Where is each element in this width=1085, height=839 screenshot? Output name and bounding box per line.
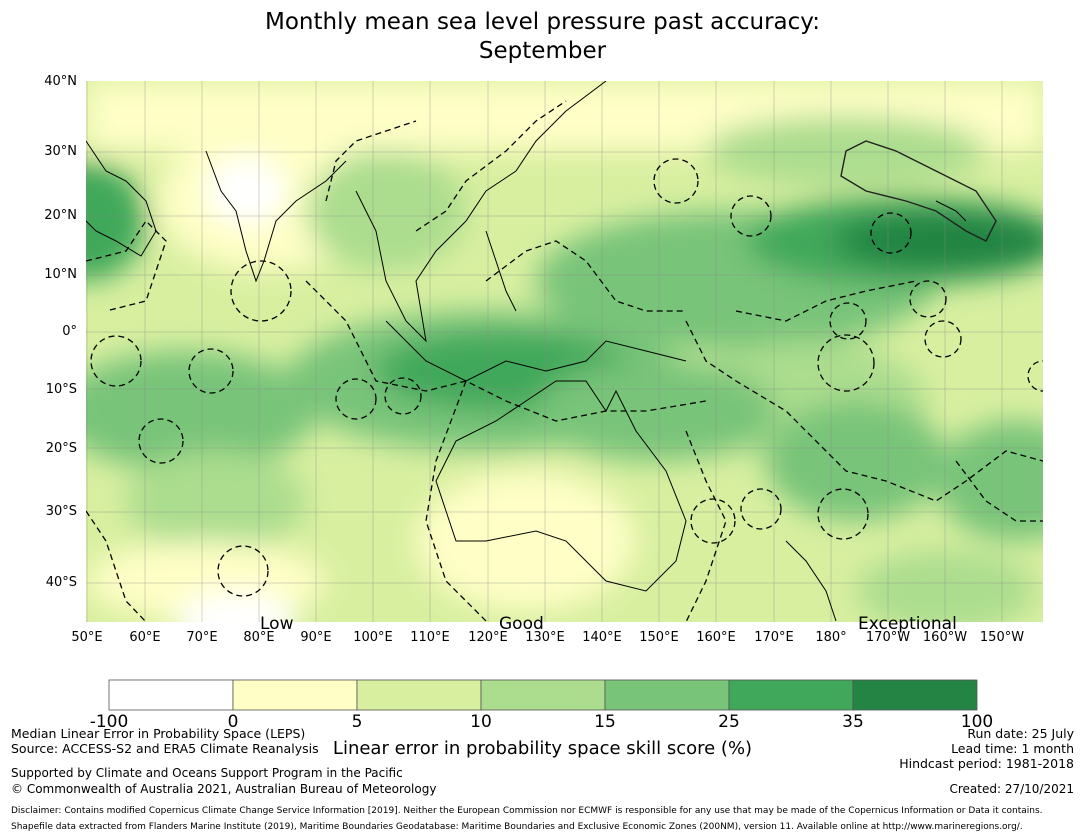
title-line-1: Monthly mean sea level pressure past acc…	[265, 9, 820, 35]
lon-tick-150w: 150°W	[979, 630, 1025, 645]
lon-tick-170e: 170°E	[754, 630, 794, 645]
colorbar-segment	[108, 679, 234, 711]
colorbar-segment	[356, 679, 482, 711]
category-low: Low	[260, 614, 294, 634]
lat-tick-30n: 30°N	[44, 144, 77, 159]
footer-shapefile: Shapefile data extracted from Flanders M…	[11, 822, 1023, 832]
coast-india	[205, 150, 347, 283]
colorbar-tick: 10	[470, 712, 492, 732]
colorbar-segment	[728, 679, 854, 711]
chart-title: Monthly mean sea level pressure past acc…	[0, 8, 1085, 66]
lat-tick-10s: 10°S	[45, 382, 77, 397]
lon-tick-160w: 160°W	[922, 630, 968, 645]
colorbar-tick: 100	[960, 712, 994, 732]
lat-tick-10n: 10°N	[44, 267, 77, 282]
coast-hawaii	[935, 200, 967, 222]
lon-tick-110e: 110°E	[410, 630, 450, 645]
lon-tick-150e: 150°E	[639, 630, 679, 645]
colorbar-tick: 5	[351, 712, 363, 732]
lat-tick-20n: 20°N	[44, 208, 77, 223]
lat-tick-0: 0°	[62, 324, 77, 339]
lat-tick-30s: 30°S	[45, 504, 77, 519]
lon-tick-130e: 130°E	[525, 630, 565, 645]
lon-tick-170w: 170°W	[865, 630, 911, 645]
category-good: Good	[499, 614, 544, 634]
footer-lead-time: Lead time: 1 month	[951, 741, 1074, 756]
colorbar	[108, 679, 978, 711]
colorbar-tick: 25	[718, 712, 740, 732]
lon-tick-140e: 140°E	[582, 630, 622, 645]
colorbar-segment	[852, 679, 978, 711]
skill-map	[86, 81, 1043, 622]
lon-tick-80e: 80°E	[243, 630, 275, 645]
title-line-2: September	[478, 38, 607, 64]
footer-created: Created: 27/10/2021	[949, 782, 1074, 796]
colorbar-segment	[480, 679, 606, 711]
coast-nz	[785, 540, 837, 622]
category-exceptional: Exceptional	[858, 614, 957, 634]
footer-disclaimer: Disclaimer: Contains modified Copernicus…	[11, 806, 1043, 816]
footer-support: Supported by Climate and Oceans Support …	[11, 766, 403, 780]
footer-source: Source: ACCESS-S2 and ERA5 Climate Reana…	[11, 741, 319, 756]
lon-tick-180: 180°	[815, 630, 847, 645]
lon-tick-160e: 160°E	[696, 630, 736, 645]
footer-leps: Median Linear Error in Probability Space…	[11, 726, 306, 741]
lat-tick-40s: 40°S	[45, 575, 77, 590]
coast-se-asia	[355, 81, 607, 343]
lon-tick-50e: 50°E	[71, 630, 103, 645]
lon-tick-120e: 120°E	[468, 630, 508, 645]
colorbar-label: Linear error in probability space skill …	[332, 738, 753, 759]
footer-run-date: Run date: 25 July	[967, 726, 1074, 741]
colorbar-segment	[232, 679, 358, 711]
colorbar-segment	[604, 679, 730, 711]
colorbar-tick: -100	[89, 712, 129, 732]
coast-philippines	[485, 230, 517, 312]
lon-tick-100e: 100°E	[353, 630, 393, 645]
lat-tick-40n: 40°N	[44, 74, 77, 89]
lon-tick-90e: 90°E	[300, 630, 332, 645]
colorbar-tick: 0	[227, 712, 239, 732]
footer-hindcast: Hindcast period: 1981-2018	[899, 756, 1074, 771]
lon-tick-60e: 60°E	[129, 630, 161, 645]
lon-tick-70e: 70°E	[186, 630, 218, 645]
footer-copyright: © Commonwealth of Australia 2021, Austra…	[11, 782, 437, 796]
colorbar-tick: 35	[842, 712, 864, 732]
coast-australia	[435, 380, 687, 592]
lat-tick-20s: 20°S	[45, 441, 77, 456]
colorbar-tick: 15	[594, 712, 616, 732]
coast-indonesia	[385, 320, 687, 382]
